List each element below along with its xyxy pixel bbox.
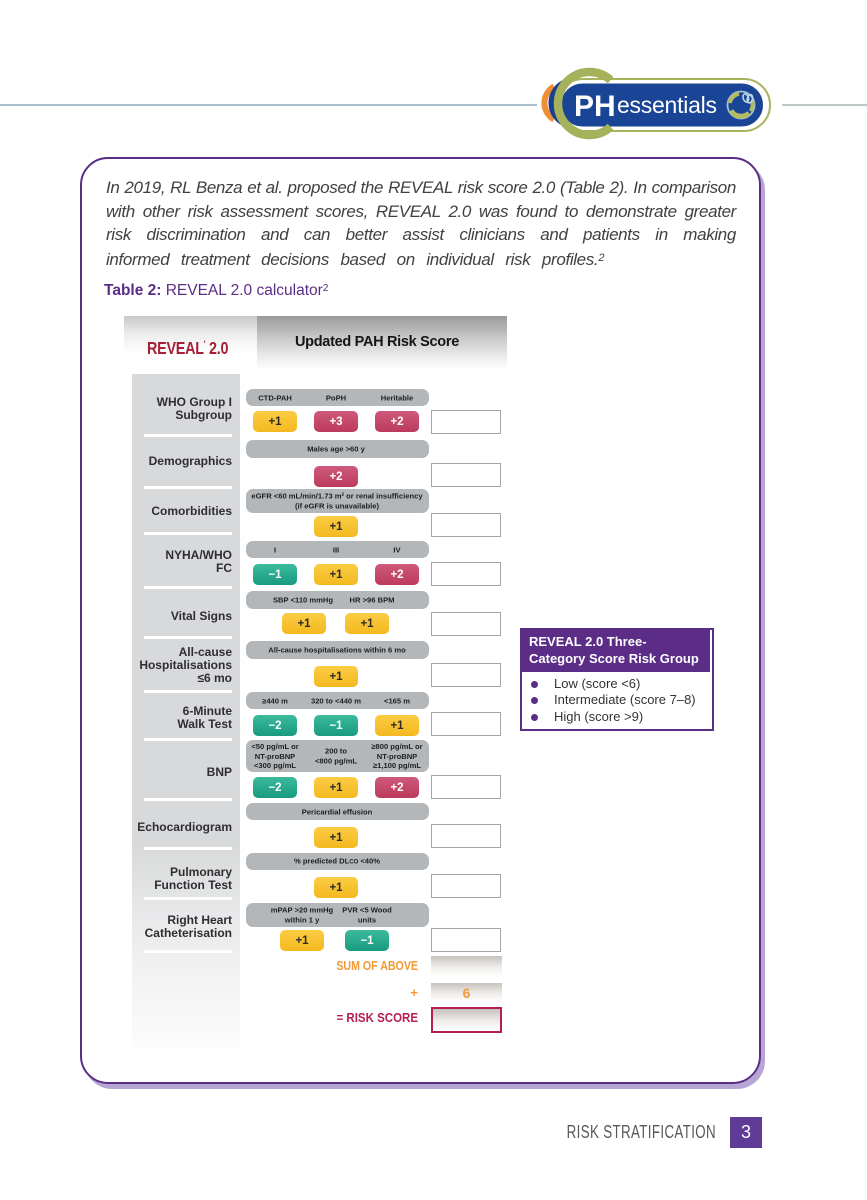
svg-text:PH: PH: [574, 90, 616, 123]
svg-text:essentials: essentials: [617, 92, 717, 118]
